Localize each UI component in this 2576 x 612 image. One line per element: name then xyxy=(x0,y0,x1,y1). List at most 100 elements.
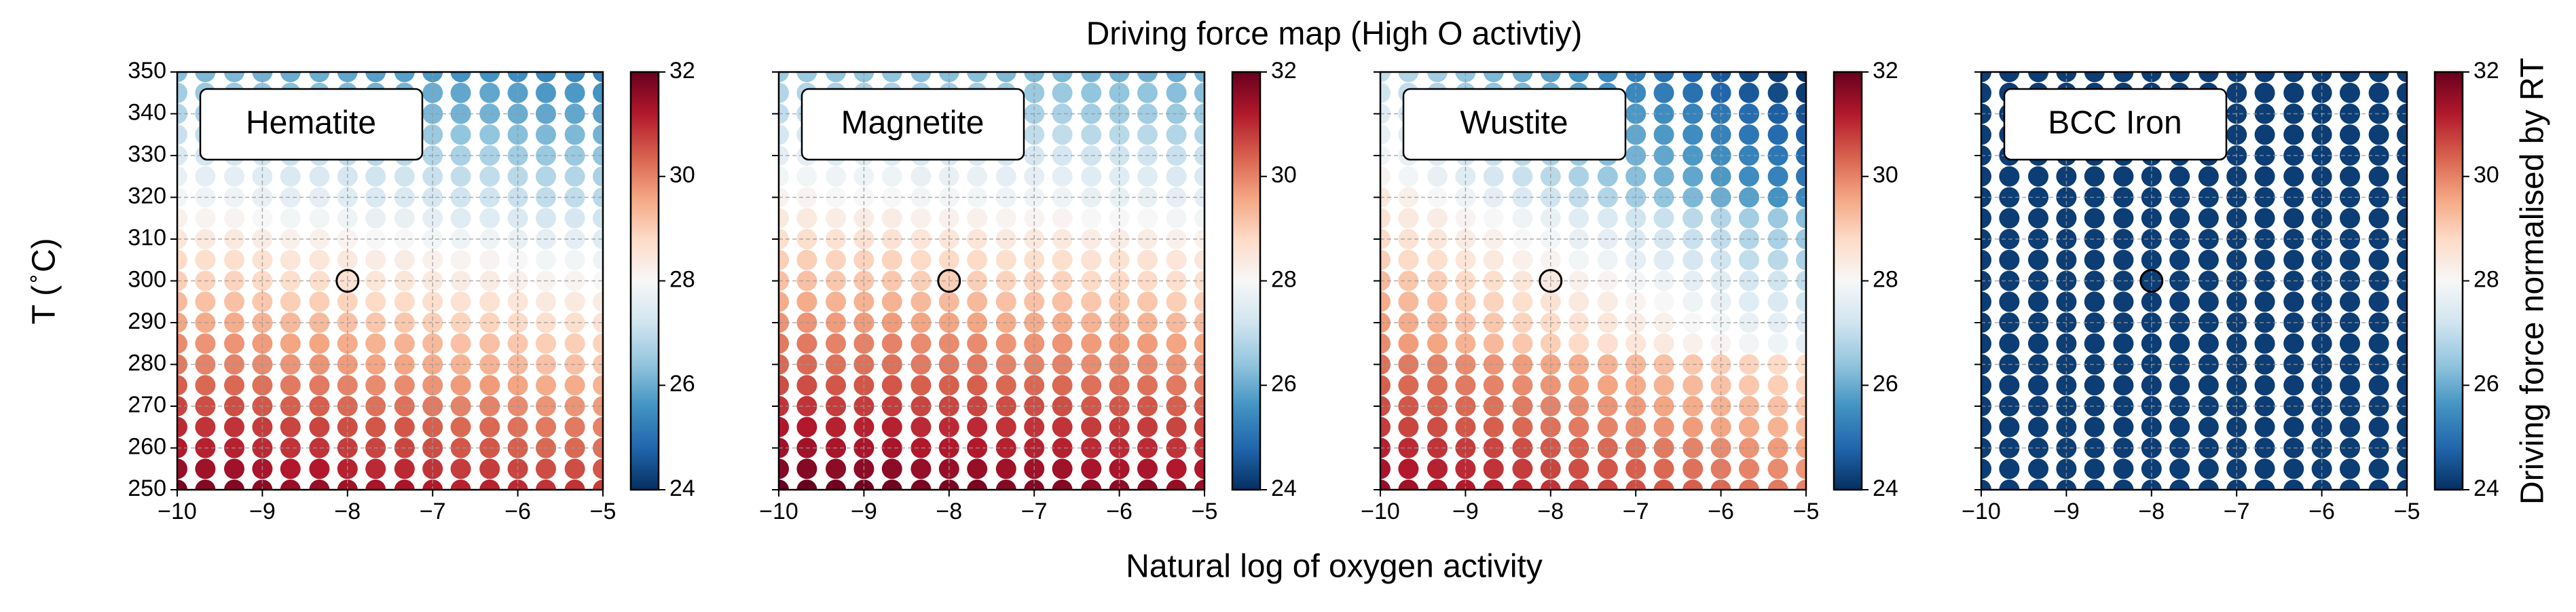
data-point xyxy=(1380,72,1391,82)
data-point xyxy=(2056,480,2077,490)
data-point xyxy=(1109,291,1130,312)
data-point xyxy=(479,333,500,354)
plot-area xyxy=(177,72,603,490)
data-point xyxy=(2311,249,2332,270)
data-point xyxy=(796,458,817,480)
data-point xyxy=(2169,291,2190,312)
data-point xyxy=(910,437,932,458)
data-point xyxy=(779,103,789,124)
data-point xyxy=(1483,291,1504,312)
data-point xyxy=(1540,333,1561,354)
data-point xyxy=(450,354,471,375)
data-point xyxy=(1796,124,1806,145)
data-point xyxy=(2113,416,2134,437)
data-point xyxy=(910,312,932,333)
data-point xyxy=(2283,166,2304,187)
data-point xyxy=(853,72,875,82)
data-point xyxy=(479,458,500,480)
data-point xyxy=(1512,270,1533,291)
data-point xyxy=(593,375,603,396)
data-point xyxy=(564,375,585,396)
data-point xyxy=(450,375,471,396)
data-point xyxy=(2397,145,2407,166)
data-point xyxy=(1455,72,1476,82)
data-point xyxy=(1194,312,1204,333)
data-point xyxy=(224,208,245,229)
data-point xyxy=(177,333,187,354)
data-point xyxy=(309,166,330,187)
colorbar-tick-label: 24 xyxy=(1271,475,1297,501)
data-point xyxy=(1137,208,1158,229)
reference-point xyxy=(335,269,360,293)
data-point xyxy=(1380,166,1391,187)
data-point xyxy=(1981,208,1991,229)
data-point xyxy=(1682,124,1704,145)
data-point xyxy=(394,291,415,312)
data-point xyxy=(2311,72,2332,82)
data-point xyxy=(2113,354,2134,375)
data-point xyxy=(2198,208,2219,229)
data-point xyxy=(394,208,415,229)
data-point xyxy=(394,333,415,354)
data-point xyxy=(938,291,959,312)
data-point xyxy=(365,416,386,437)
data-point xyxy=(1137,480,1158,490)
data-point xyxy=(2339,166,2360,187)
data-point xyxy=(1380,458,1391,480)
data-point xyxy=(779,458,789,480)
data-point xyxy=(796,291,817,312)
data-point xyxy=(881,480,902,490)
data-point xyxy=(2339,72,2360,82)
data-point xyxy=(479,72,500,82)
data-point xyxy=(309,396,330,416)
data-point xyxy=(1194,229,1204,249)
data-point xyxy=(2226,249,2247,270)
data-point xyxy=(1194,437,1204,458)
data-point xyxy=(309,480,330,490)
data-point xyxy=(1999,416,2020,437)
data-point xyxy=(280,249,301,270)
data-point xyxy=(1999,333,2020,354)
data-point xyxy=(1512,333,1533,354)
data-point xyxy=(1597,480,1618,490)
data-point xyxy=(910,333,932,354)
data-point xyxy=(365,166,386,187)
x-tick-label: −9 xyxy=(249,499,276,524)
data-point xyxy=(910,72,932,82)
data-point xyxy=(1194,458,1204,480)
data-point xyxy=(2198,72,2219,82)
colorbar-tick-label: 30 xyxy=(669,162,695,188)
data-point xyxy=(881,270,902,291)
data-point xyxy=(1981,333,1991,354)
data-point xyxy=(1427,375,1448,396)
data-point xyxy=(1380,103,1391,124)
data-point xyxy=(1625,291,1646,312)
y-tick-label: 280 xyxy=(128,350,166,376)
data-point xyxy=(337,72,358,82)
data-point xyxy=(422,291,443,312)
data-point xyxy=(2254,416,2275,437)
data-point xyxy=(1081,291,1102,312)
data-point xyxy=(450,229,471,249)
data-point xyxy=(1981,145,1991,166)
data-point xyxy=(1483,166,1504,187)
data-point xyxy=(995,333,1016,354)
data-point xyxy=(1981,354,1991,375)
colorbar-tick-label: 30 xyxy=(1271,162,1297,188)
data-point xyxy=(195,480,216,490)
data-point xyxy=(365,249,386,270)
data-point xyxy=(967,249,988,270)
data-point xyxy=(910,354,932,375)
data-point xyxy=(252,333,273,354)
data-point xyxy=(394,458,415,480)
data-point xyxy=(177,229,187,249)
data-point xyxy=(1796,375,1806,396)
data-point xyxy=(1981,249,1991,270)
data-point xyxy=(779,480,789,490)
data-point xyxy=(2169,72,2190,82)
data-point xyxy=(2028,480,2049,490)
data-point xyxy=(2084,437,2105,458)
data-point xyxy=(1137,124,1158,145)
data-point xyxy=(2368,458,2389,480)
